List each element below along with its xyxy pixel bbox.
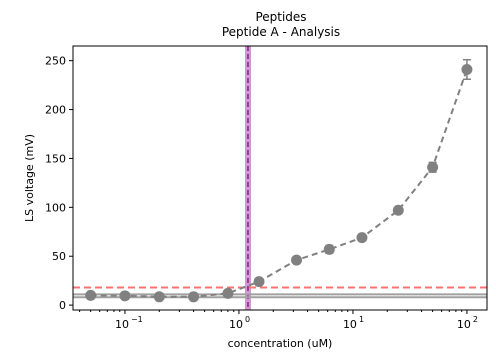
data-point — [291, 254, 303, 266]
data-point — [461, 63, 473, 75]
data-point — [392, 204, 404, 216]
data-point — [253, 276, 265, 288]
data-point — [85, 289, 97, 301]
x-tick-exponent: 0 — [245, 315, 250, 324]
chart-title: Peptides — [255, 10, 306, 24]
x-axis: 10 −1 10 0 10 1 10 2 — [79, 310, 478, 331]
x-tick-exponent: −1 — [131, 315, 143, 324]
y-tick-label: 0 — [59, 299, 66, 312]
data-point — [356, 232, 368, 244]
data-point — [119, 290, 131, 302]
x-tick-exponent: 2 — [473, 315, 478, 324]
x-tick-label: 10 — [457, 318, 471, 331]
x-tick-label: 10 — [343, 318, 357, 331]
x-axis-label: concentration (uM) — [228, 337, 333, 350]
y-tick-label: 50 — [52, 250, 66, 263]
plot-area — [73, 46, 487, 310]
x-tick-label: 10 — [229, 318, 243, 331]
series-line — [90, 69, 468, 298]
data-point — [153, 291, 165, 303]
y-axis: 0 50 100 150 200 250 — [45, 55, 73, 312]
x-tick-exponent: 1 — [359, 315, 364, 324]
y-axis-label: LS voltage (mV) — [23, 134, 36, 222]
y-tick-label: 200 — [45, 104, 66, 117]
data-point — [188, 291, 200, 303]
data-point — [222, 287, 234, 299]
y-tick-label: 150 — [45, 152, 66, 165]
data-point — [323, 243, 335, 255]
y-tick-label: 250 — [45, 55, 66, 68]
y-tick-label: 100 — [45, 201, 66, 214]
x-tick-label: 10 — [115, 318, 129, 331]
data-point — [427, 161, 439, 173]
plot-frame — [72, 45, 488, 311]
chart-subtitle: Peptide A - Analysis — [222, 25, 340, 39]
